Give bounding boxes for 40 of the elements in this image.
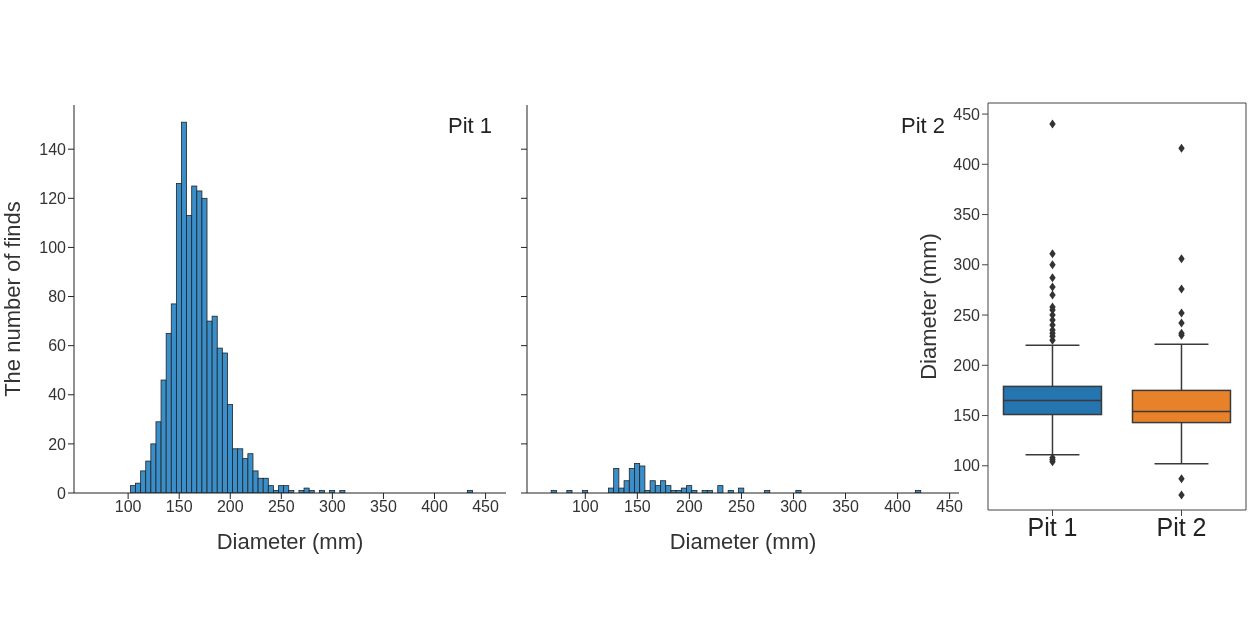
x-tick-label: 300 [319, 498, 346, 516]
y-tick-label: 40 [48, 386, 67, 404]
x-axis-title: Diameter (mm) [216, 529, 364, 554]
x-tick-label: 450 [936, 498, 964, 516]
y-tick-label: 150 [953, 407, 981, 425]
x-tick-label: 150 [165, 498, 193, 516]
y-tick-label: 80 [48, 288, 67, 306]
x-tick-label: Pit 1 [1027, 512, 1078, 541]
x-tick-label: 350 [832, 498, 859, 516]
y-tick-label: 250 [953, 306, 981, 324]
y-tick-label: 0 [57, 484, 67, 502]
y-tick-label: 100 [953, 457, 981, 475]
x-tick-label: 450 [472, 498, 500, 516]
y-tick-label: 200 [953, 356, 981, 374]
x-tick-label: 300 [780, 498, 807, 516]
y-axis-title: The number of finds [0, 201, 25, 397]
x-axis-title: Diameter (mm) [669, 529, 817, 554]
annotation: Pit 1 [447, 113, 492, 139]
x-tick-label: 400 [884, 498, 912, 516]
y-tick-label: 120 [39, 190, 67, 207]
y-tick-label: 350 [953, 206, 981, 224]
x-tick-label: 100 [571, 498, 599, 516]
x-tick-label: 250 [728, 498, 755, 516]
y-tick-label: 140 [39, 140, 67, 158]
x-tick-label: 200 [676, 498, 703, 516]
annotation: Pit 2 [900, 113, 945, 139]
y-tick-label: 300 [953, 256, 981, 274]
x-tick-label: 350 [370, 498, 397, 516]
y-tick-label: 20 [48, 435, 67, 453]
y-tick-label: 450 [953, 105, 981, 123]
y-axis-title: Diameter (mm) [915, 233, 941, 380]
y-tick-label: 100 [39, 239, 67, 257]
x-tick-label: 100 [114, 498, 142, 516]
y-tick-label: 400 [953, 155, 981, 173]
y-tick-label: 60 [48, 337, 67, 355]
x-tick-label: 400 [421, 498, 448, 516]
x-tick-label: Pit 2 [1156, 512, 1207, 541]
x-tick-label: 250 [267, 498, 295, 516]
x-tick-label: 200 [216, 498, 244, 516]
x-tick-label: 150 [623, 498, 651, 516]
